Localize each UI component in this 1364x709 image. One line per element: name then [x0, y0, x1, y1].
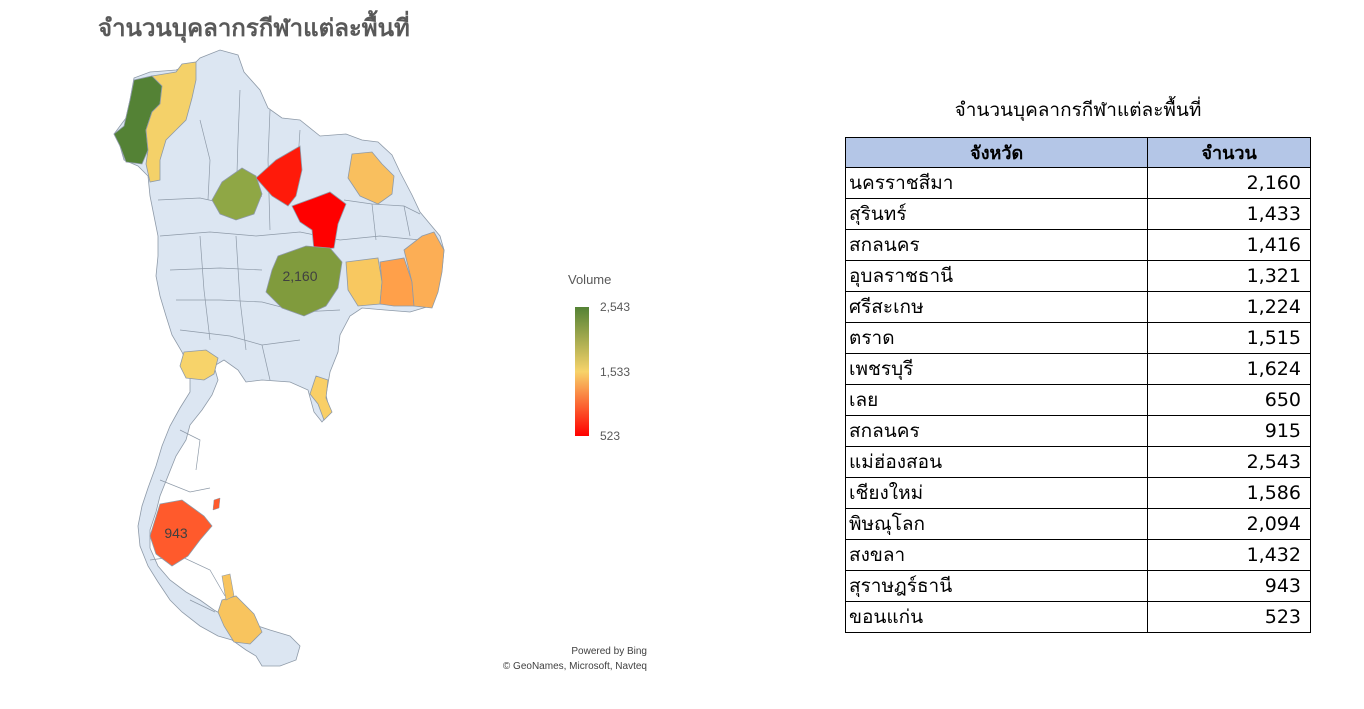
cell-province: อุบลราชธานี — [844, 260, 1149, 292]
cell-count: 2,543 — [1147, 446, 1311, 478]
table-row: สกลนคร 1,416 — [844, 229, 1311, 261]
cell-count: 1,433 — [1147, 198, 1311, 230]
cell-province: เลย — [844, 384, 1149, 416]
table-row: สุรินทร์ 1,433 — [844, 198, 1311, 230]
cell-count: 2,094 — [1147, 508, 1311, 540]
cell-province: เพชรบุรี — [844, 353, 1149, 385]
table-header-row: จังหวัด จำนวน — [844, 137, 1311, 168]
legend-max-label: 2,543 — [600, 300, 631, 314]
province-songkhla-strip — [221, 573, 235, 601]
province-phetchaburi — [179, 349, 219, 381]
province-khon-kaen — [291, 191, 347, 251]
cell-count: 1,586 — [1147, 477, 1311, 509]
table-row: อุบลราชธานี 1,321 — [844, 260, 1311, 292]
province-loei — [255, 145, 303, 207]
cell-province: ตราด — [844, 322, 1149, 354]
cell-count: 1,515 — [1147, 322, 1311, 354]
column-header-count: จำนวน — [1147, 137, 1311, 168]
cell-count: 943 — [1147, 570, 1311, 602]
cell-count: 1,416 — [1147, 229, 1311, 261]
province-phitsanulok — [211, 167, 263, 221]
cell-province: พิษณุโลก — [844, 508, 1149, 540]
province-surat-island — [212, 497, 221, 511]
legend-title: Volume — [568, 272, 612, 287]
table-row: เลย 650 — [844, 384, 1311, 416]
cell-province: สกลนคร — [844, 415, 1149, 447]
table-row: สงขลา 1,432 — [844, 539, 1311, 571]
table-row: แม่ฮ่องสอน 2,543 — [844, 446, 1311, 478]
map-title: จำนวนบุคลากรกีฬาแต่ละพื้นที่ — [98, 14, 410, 42]
province-ubon-ratchathani — [403, 231, 445, 309]
table-row: สุราษฎร์ธานี 943 — [844, 570, 1311, 602]
table-row: ตราด 1,515 — [844, 322, 1311, 354]
cell-province: สกลนคร — [844, 229, 1149, 261]
legend-min-label: 523 — [600, 429, 621, 443]
province-songkhla — [217, 595, 263, 645]
table-title: จำนวนบุคลากรกีฬาแต่ละพื้นที่ — [954, 99, 1202, 121]
table-row: นครราชสีมา 2,160 — [844, 167, 1311, 199]
cell-province: นครราชสีมา — [844, 167, 1149, 199]
cell-province: ศรีสะเกษ — [844, 291, 1149, 323]
cell-count: 650 — [1147, 384, 1311, 416]
province-trat — [309, 375, 333, 421]
province-table: จังหวัด จำนวน นครราชสีมา 2,160 สุรินทร์ 1,4… — [844, 137, 1311, 633]
province-sisaket — [379, 257, 415, 307]
region-label-nakhon-ratchasima: 2,160 — [282, 268, 317, 284]
legend-mid-label: 1,533 — [600, 365, 631, 379]
cell-province: สุรินทร์ — [844, 198, 1149, 230]
cell-province: สุราษฎร์ธานี — [844, 570, 1149, 602]
cell-province: เชียงใหม่ — [844, 477, 1149, 509]
province-chiang-mai — [145, 61, 197, 183]
cell-count: 523 — [1147, 601, 1311, 633]
column-header-province: จังหวัด — [844, 137, 1149, 168]
cell-province: แม่ฮ่องสอน — [844, 446, 1149, 478]
attribution-sources: © GeoNames, Microsoft, Navteq — [502, 661, 647, 672]
attribution-bing: Powered by Bing — [571, 646, 647, 657]
region-label-surat-thani: 943 — [164, 525, 188, 541]
cell-province: ขอนแก่น — [844, 601, 1149, 633]
cell-count: 2,160 — [1147, 167, 1311, 199]
table-row: เพชรบุรี 1,624 — [844, 353, 1311, 385]
table-row: สกลนคร 915 — [844, 415, 1311, 447]
cell-count: 1,432 — [1147, 539, 1311, 571]
cell-count: 1,321 — [1147, 260, 1311, 292]
legend-color-scale — [575, 307, 589, 436]
province-surat-thani — [149, 499, 213, 567]
cell-count: 915 — [1147, 415, 1311, 447]
table-row: พิษณุโลก 2,094 — [844, 508, 1311, 540]
thailand-map: 2,160 943 — [113, 49, 445, 667]
province-nakhon-ratchasima — [265, 245, 343, 317]
cell-count: 1,624 — [1147, 353, 1311, 385]
cell-count: 1,224 — [1147, 291, 1311, 323]
table-row: ศรีสะเกษ 1,224 — [844, 291, 1311, 323]
table-row: เชียงใหม่ 1,586 — [844, 477, 1311, 509]
province-sakon-nakhon — [347, 151, 395, 205]
cell-province: สงขลา — [844, 539, 1149, 571]
table-row: ขอนแก่น 523 — [844, 601, 1311, 633]
